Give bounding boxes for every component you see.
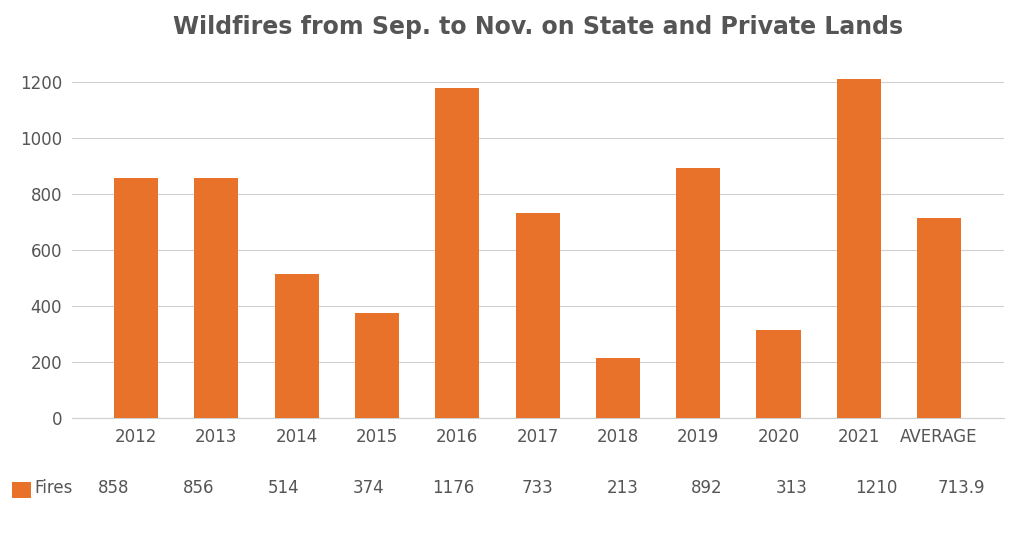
Text: Fires: Fires [35,479,73,497]
Text: 213: 213 [606,479,638,497]
Text: 713.9: 713.9 [937,479,985,497]
Text: 1210: 1210 [855,479,898,497]
Text: 892: 892 [691,479,723,497]
Bar [515,213,560,418]
Text: 858: 858 [98,479,130,497]
Text: 1176: 1176 [432,479,474,497]
Text: 514: 514 [267,479,299,497]
Bar [837,79,881,418]
Text: 856: 856 [183,479,214,497]
Bar [274,274,318,418]
Title: Wildfires from Sep. to Nov. on State and Private Lands: Wildfires from Sep. to Nov. on State and… [172,15,903,39]
Bar [435,88,479,418]
Text: 313: 313 [776,479,808,497]
Bar [355,313,399,418]
Bar [918,218,962,418]
Bar [596,359,640,418]
Bar [757,330,801,418]
Text: 733: 733 [521,479,554,497]
Bar [114,177,158,418]
Text: 374: 374 [352,479,384,497]
Bar [676,168,720,418]
Bar [195,178,239,418]
